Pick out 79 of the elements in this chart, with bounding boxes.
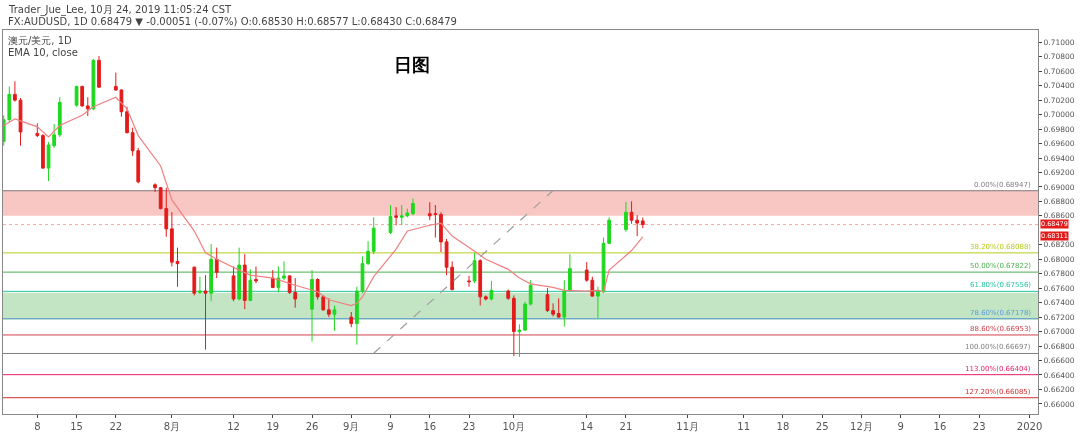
candlestick (91, 58, 96, 111)
candlestick (35, 122, 40, 138)
candlestick (483, 296, 488, 301)
x-tick-label: 23 (972, 421, 986, 432)
candlestick (439, 211, 443, 253)
candlestick (472, 252, 477, 284)
candlestick (528, 279, 533, 307)
candlestick (310, 269, 314, 343)
candlestick (349, 311, 354, 328)
x-tick-label: 9月 (343, 421, 360, 432)
x-tick-label: 8 (34, 421, 41, 432)
candlestick (478, 258, 483, 307)
candlestick (97, 55, 101, 89)
candlestick (125, 106, 129, 134)
candlestick (489, 280, 494, 301)
candlestick (198, 276, 202, 295)
x-tick-label: 15 (70, 421, 83, 432)
candlestick (153, 182, 157, 193)
candlestick (556, 297, 561, 319)
x-tick-label: 21 (619, 421, 633, 432)
candlestick (596, 286, 600, 319)
candlestick (506, 289, 511, 301)
candlestick (80, 85, 85, 108)
candlestick (511, 294, 516, 357)
annotation: EMA 10, close (8, 47, 78, 58)
candlestick (203, 274, 208, 351)
candlestick (237, 247, 242, 301)
candlestick (270, 269, 275, 289)
candlestick (248, 268, 253, 302)
candlestick (411, 198, 415, 216)
x-tick-label: 16 (933, 421, 947, 432)
x-tick-label: 12 (227, 421, 240, 432)
x-tick-label: 25 (815, 421, 829, 432)
candlestick (231, 265, 236, 302)
text: FX:AUDUSD, 1D 0.68479 ▼ -0.00051 (-0.07%) O:0.68530 H:0.68577 L:0.68430 C:0.68479 (8, 16, 457, 27)
x-tick-label: 11月 (676, 421, 699, 432)
candlestick (209, 243, 213, 302)
candlestick (332, 305, 337, 332)
candlestick (74, 85, 79, 108)
candlestick (18, 97, 23, 147)
candlestick (192, 265, 197, 296)
text: Trader_Jue_Lee, 10月 24, 2019 11:05:24 CST (8, 4, 233, 16)
x-tick-label: 10月 (502, 421, 526, 432)
candlestick (394, 206, 398, 226)
line-series (3, 96, 644, 307)
text: 日图 (393, 54, 430, 76)
candlestick (640, 217, 645, 229)
candlestick (57, 96, 62, 138)
x-tick-label: 19 (266, 421, 280, 432)
candlestick (276, 265, 281, 294)
candlestick (517, 323, 522, 358)
x-tick-label: 23 (462, 421, 476, 432)
x-tick-label: 18 (776, 421, 790, 432)
x-tick-label: 2020 (1016, 421, 1043, 432)
x-tick-label: 8月 (163, 421, 181, 432)
candlestick (13, 80, 17, 103)
x-tick-label: 16 (423, 421, 437, 432)
candlestick (214, 247, 219, 279)
x-tick-label: 11 (737, 421, 751, 432)
candlestick (624, 201, 628, 233)
candlestick (562, 279, 567, 327)
candlestick (41, 133, 45, 170)
x-tick-label: 14 (580, 421, 594, 432)
candlestick (85, 96, 90, 117)
candlestick (568, 253, 572, 293)
candlestick (282, 260, 286, 281)
x-tick-label: 22 (109, 421, 123, 432)
x-tick-label: 9 (897, 421, 904, 432)
candlestick (371, 216, 376, 255)
annotation: 澳元/美元, 1D (8, 35, 73, 46)
x-tick-label: 9 (387, 421, 394, 432)
candlestick (523, 301, 527, 332)
candlestick (254, 265, 258, 284)
candlestick (388, 204, 393, 235)
candlestick (326, 297, 331, 318)
x-tick-label: 26 (305, 421, 319, 432)
candlestick (467, 275, 471, 288)
candlestick (242, 253, 247, 310)
x-tick-label: 12月 (850, 421, 873, 432)
